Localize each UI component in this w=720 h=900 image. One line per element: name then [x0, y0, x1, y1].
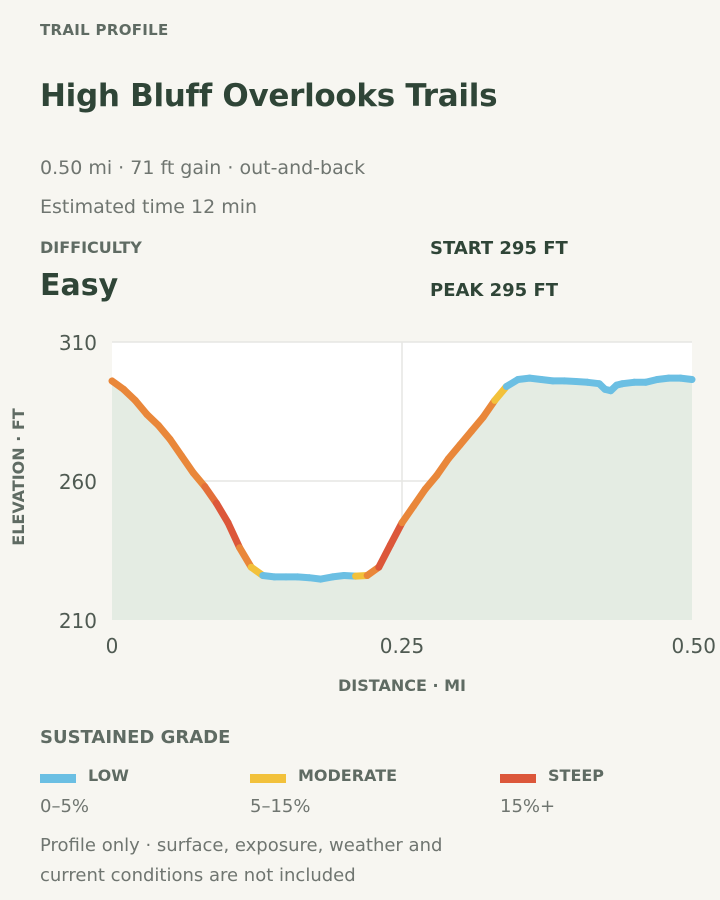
- x-axis-label: DISTANCE · MI: [338, 676, 466, 695]
- section-eyebrow: TRAIL PROFILE: [40, 21, 169, 39]
- legend-label-low: LOW: [88, 766, 129, 785]
- start-elevation: START 295 FT: [430, 238, 568, 259]
- legend-range-steep: 15%+: [500, 796, 556, 817]
- steep-swatch: [500, 774, 536, 783]
- estimated-time: Estimated time 12 min: [40, 196, 258, 218]
- profile-segment: [236, 544, 255, 571]
- profile-segment: [224, 519, 244, 552]
- moderate-swatch: [250, 774, 286, 783]
- profile-segment: [676, 374, 696, 383]
- trail-title: High Bluff Overlooks Trails: [40, 78, 498, 114]
- x-tick-label: 0.25: [380, 634, 425, 658]
- x-tick-label: 0: [106, 634, 119, 658]
- low-swatch: [40, 774, 76, 783]
- y-axis-label: ELEVATION · FT: [9, 408, 28, 546]
- difficulty-value: Easy: [40, 268, 119, 303]
- x-tick-label: 0.50: [671, 634, 716, 658]
- legend-range-moderate: 5–15%: [250, 796, 311, 817]
- legend-title: SUSTAINED GRADE: [40, 727, 231, 748]
- legend-label-steep: STEEP: [548, 766, 605, 785]
- elevation-area: [112, 378, 692, 620]
- legend-range-low: 0–5%: [40, 796, 90, 817]
- footnote: Profile only · surface, exposure, weathe…: [40, 835, 443, 886]
- y-tick-label: 210: [59, 609, 97, 633]
- profile-segment: [375, 541, 394, 571]
- elevation-profile-chart: 210 260 310 0 0.25 0.50 DISTANCE · MI ELEVATION…: [9, 331, 716, 695]
- trail-meta: 0.50 mi · 71 ft gain · out-and-back: [40, 157, 366, 179]
- y-tick-label: 310: [59, 331, 97, 355]
- y-tick-label: 260: [59, 470, 97, 494]
- legend-label-moderate: MODERATE: [298, 766, 398, 785]
- difficulty-label: DIFFICULTY: [40, 238, 142, 257]
- peak-elevation: PEAK 295 FT: [430, 280, 559, 301]
- profile-segment: [212, 499, 232, 527]
- profile-segment: [386, 519, 406, 549]
